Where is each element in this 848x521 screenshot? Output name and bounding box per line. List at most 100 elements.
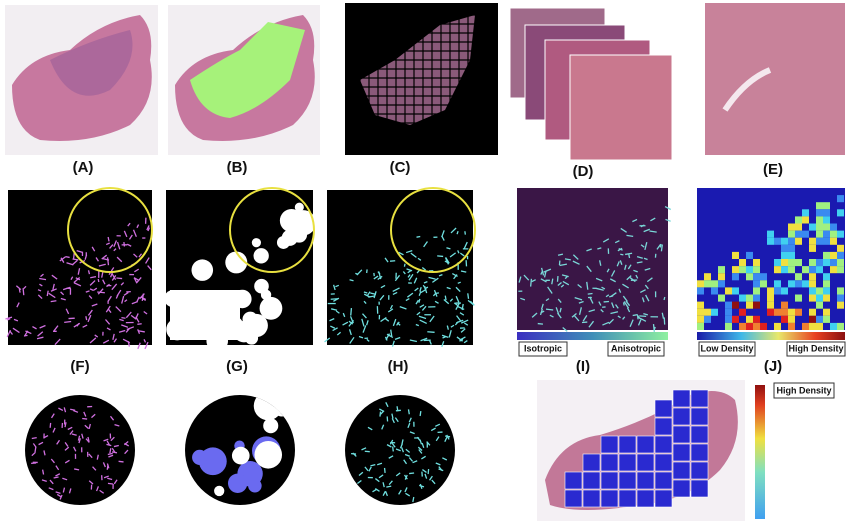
fiber [399, 306, 407, 310]
fiber [617, 315, 621, 319]
fiber [616, 261, 620, 267]
fiber [135, 277, 142, 284]
fiber [540, 310, 545, 314]
fiber [32, 443, 37, 448]
fiber [332, 284, 336, 291]
fiber [113, 479, 118, 485]
heat-cell [837, 251, 844, 259]
fiber [356, 479, 362, 485]
blob [227, 473, 248, 493]
tile [690, 407, 709, 426]
fiber [453, 274, 458, 280]
fiber [51, 274, 58, 280]
fiber [15, 285, 22, 291]
tissue-mask [190, 22, 305, 118]
fiber [37, 289, 42, 292]
fiber [84, 424, 89, 430]
heat-cell [837, 195, 844, 203]
fiber [423, 241, 428, 248]
fiber [663, 296, 666, 301]
fiber [92, 287, 98, 292]
fiber [636, 315, 641, 320]
fiber [147, 265, 152, 271]
fiber [418, 298, 421, 303]
fiber [111, 283, 118, 291]
panel-label: (I) [576, 358, 590, 375]
heat-cell [830, 251, 837, 259]
fiber [377, 462, 383, 466]
fiber [23, 285, 27, 290]
fiber [108, 454, 114, 458]
fiber [75, 277, 81, 281]
panel-label: (D) [573, 163, 594, 180]
blob [254, 441, 283, 469]
heat-cell [704, 280, 711, 288]
fiber [424, 286, 429, 290]
fiber [574, 315, 580, 322]
fiber [557, 312, 562, 319]
heat-cell [816, 266, 823, 274]
panel-label: (J) [764, 358, 782, 375]
fiber [572, 260, 580, 265]
label-box [773, 382, 835, 399]
heat-cell [746, 301, 753, 309]
fiber [37, 294, 43, 300]
fiber [595, 277, 603, 282]
heat-cell [697, 308, 704, 316]
fiber [25, 330, 32, 335]
fiber [469, 300, 475, 306]
blob [170, 290, 240, 340]
heat-cell [767, 237, 774, 245]
fiber [429, 315, 435, 323]
fiber [640, 224, 645, 228]
fiber [405, 448, 411, 453]
fiber [120, 282, 125, 286]
fiber [335, 310, 340, 314]
fiber [611, 302, 615, 309]
fiber [646, 277, 653, 283]
fiber [406, 292, 414, 298]
fiber [78, 438, 82, 444]
heat-cell [809, 322, 816, 330]
heat-cell [795, 230, 802, 238]
fiber [382, 490, 386, 496]
zoom-f [25, 395, 135, 505]
blob [290, 210, 316, 236]
fiber [380, 410, 385, 415]
fiber [60, 257, 65, 263]
fiber [665, 218, 671, 222]
fiber [137, 342, 141, 350]
fiber [107, 308, 112, 314]
fiber [77, 268, 81, 275]
fiber [455, 319, 464, 324]
fiber [386, 333, 394, 339]
fiber [364, 466, 369, 472]
fiber [62, 477, 68, 481]
heat-cell [725, 322, 732, 330]
heat-cell [788, 251, 795, 259]
fiber [589, 296, 594, 304]
fiber [116, 241, 121, 250]
heat-cell [816, 301, 823, 309]
fiber [559, 263, 568, 267]
heat-cell [781, 315, 788, 323]
colorbar-label: Isotropic [524, 343, 562, 353]
fiber [405, 492, 411, 497]
fiber [64, 422, 67, 428]
fiber [85, 290, 90, 293]
fiber [137, 329, 141, 334]
panel-label: (F) [70, 358, 89, 375]
fiber [88, 453, 93, 459]
fiber [54, 338, 61, 346]
fiber [105, 242, 110, 246]
fiber [639, 317, 647, 322]
heat-cell [823, 273, 830, 281]
fiber [417, 257, 422, 261]
fiber [610, 311, 619, 315]
fiber [416, 235, 421, 238]
fiber [401, 439, 404, 445]
fiber [333, 297, 340, 302]
fiber [134, 268, 140, 273]
heat-cell [823, 280, 830, 288]
fiber [457, 250, 460, 254]
